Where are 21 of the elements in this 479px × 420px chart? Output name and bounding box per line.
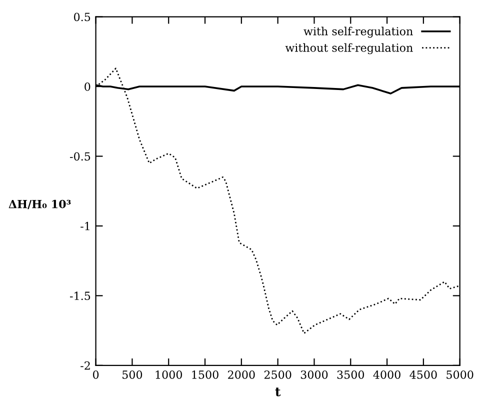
y-tick-label: -0.5 [70,152,90,161]
y-tick-label: -1.5 [70,292,90,300]
x-tick-label: 3000 [300,370,328,379]
y-tick-label: 0.5 [74,12,90,22]
y-tick-label: 0 [84,82,90,91]
x-tick-label: 5000 [446,370,474,379]
x-tick-label: 4000 [373,370,400,379]
x-tick-label: 3500 [337,370,364,379]
x-tick-label: 2500 [264,370,292,379]
x-tick-label: 4500 [410,370,437,379]
x-tick-label: 0 [93,370,99,379]
x-axis-title: t [275,388,281,396]
x-tick-label: 2000 [228,370,255,379]
x-tick-label: 1500 [192,370,218,379]
legend-label: with self-regulation [304,26,413,38]
y-tick-label: -2 [80,361,90,370]
legend-label: without self-regulation [285,43,413,54]
y-axis-title: ΔH/H₀ 10³ [8,200,71,210]
x-tick-label: 500 [122,370,142,379]
x-tick-label: 1000 [156,370,182,379]
y-tick-label: -1 [80,222,90,230]
